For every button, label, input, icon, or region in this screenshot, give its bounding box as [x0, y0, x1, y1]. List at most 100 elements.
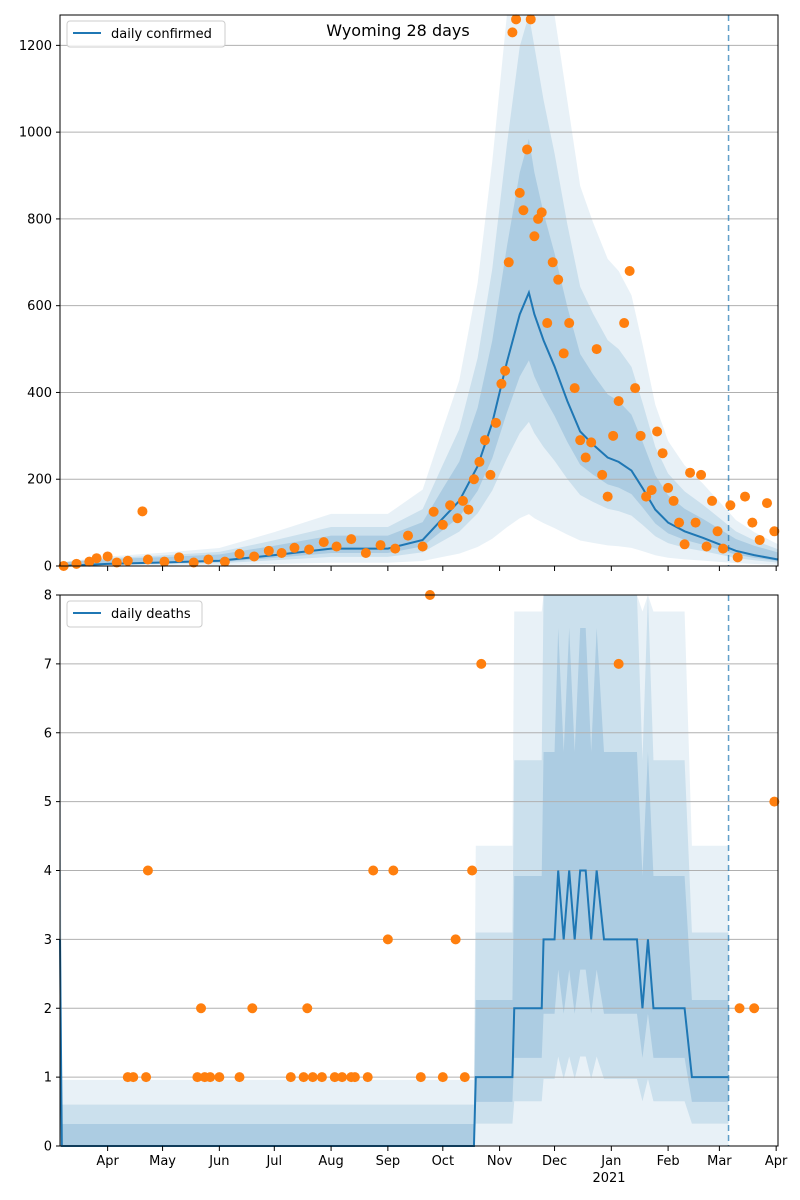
data-point	[137, 506, 148, 517]
data-point	[302, 1003, 313, 1014]
data-point	[624, 265, 635, 276]
y-tick-label: 1200	[19, 39, 52, 54]
data-point	[547, 257, 558, 268]
data-point	[349, 1072, 360, 1083]
data-point	[128, 1072, 139, 1083]
y-tick-label: 0	[44, 560, 52, 575]
x-tick-label: Aug	[318, 1154, 343, 1169]
data-point	[529, 231, 540, 242]
uncertainty-band	[60, 15, 778, 566]
uncertainty-band	[60, 628, 729, 1146]
data-point	[602, 491, 613, 502]
data-point	[558, 348, 569, 359]
data-point	[289, 542, 300, 553]
confirmed-legend: daily confirmed	[66, 20, 226, 48]
data-point	[608, 430, 619, 441]
data-point	[712, 526, 723, 537]
data-point	[652, 426, 663, 437]
y-tick-label: 3	[44, 933, 52, 948]
x-tick-label: Jun	[208, 1154, 229, 1169]
data-point	[613, 396, 624, 407]
data-point	[122, 555, 133, 566]
data-point	[247, 1003, 258, 1014]
data-point	[485, 469, 496, 480]
data-point	[285, 1072, 296, 1083]
data-point	[468, 474, 479, 485]
y-tick-label: 600	[27, 299, 52, 314]
uncertainty-band	[60, 138, 778, 567]
y-tick-label: 7	[44, 657, 52, 672]
data-point	[641, 491, 652, 502]
data-point	[388, 865, 399, 876]
y-tick-label: 2	[44, 1002, 52, 1017]
data-point	[663, 482, 674, 493]
data-point	[196, 1003, 207, 1014]
data-point	[463, 504, 474, 515]
deaths-legend-box	[66, 600, 203, 628]
x-tick-label: Oct	[432, 1154, 454, 1169]
data-point	[390, 543, 401, 554]
data-point	[542, 318, 553, 329]
y-tick-label: 400	[27, 386, 52, 401]
deaths-legend-label: daily deaths	[111, 607, 191, 622]
data-point	[428, 506, 439, 517]
data-point	[707, 495, 718, 506]
data-point	[754, 534, 765, 545]
data-point	[382, 934, 393, 945]
data-point	[690, 517, 701, 528]
data-point	[518, 205, 529, 216]
data-point	[192, 1072, 203, 1083]
x-tick-label: Feb	[657, 1154, 680, 1169]
data-point	[769, 526, 780, 537]
data-point	[403, 530, 414, 541]
data-point	[141, 1072, 152, 1083]
deaths-panel: 0 1 2 3 4 5 6 7 8 Apr May Jun Jul Aug Sep Oct Nov Dec Jan…	[44, 589, 788, 1170]
data-point	[613, 658, 624, 669]
data-point	[476, 658, 487, 669]
data-point	[685, 467, 696, 478]
data-point	[234, 548, 245, 559]
data-point	[331, 541, 342, 552]
data-point	[740, 491, 751, 502]
data-point	[674, 517, 685, 528]
data-point	[500, 365, 511, 376]
deaths-x-ticks: Apr May Jun Jul Aug Sep Oct Nov Dec Jan Feb Mar Apr	[96, 1146, 788, 1169]
chart-title: Wyoming 28 days	[326, 21, 469, 40]
data-point	[668, 495, 679, 506]
data-point	[203, 554, 214, 565]
data-point	[657, 448, 668, 459]
y-tick-label: 0	[44, 1140, 52, 1155]
data-point	[457, 495, 468, 506]
data-point	[318, 537, 329, 548]
data-point	[630, 383, 641, 394]
confirmed-uncertainty-bands	[60, 15, 778, 567]
data-point	[234, 1072, 245, 1083]
data-point	[452, 513, 463, 524]
data-point	[553, 274, 564, 285]
data-point	[159, 556, 170, 567]
y-tick-label: 4	[44, 864, 52, 879]
data-point	[479, 435, 490, 446]
data-point	[142, 865, 153, 876]
data-point	[525, 14, 536, 25]
deaths-y-ticks: 0 1 2 3 4 5 6 7 8	[44, 589, 60, 1155]
x-tick-label: Apr	[765, 1154, 788, 1169]
data-point	[701, 541, 712, 552]
y-tick-label: 200	[27, 473, 52, 488]
deaths-legend: daily deaths	[66, 600, 203, 628]
data-point	[417, 541, 428, 552]
data-point	[142, 554, 153, 565]
x-tick-label: Jan	[600, 1154, 621, 1169]
data-point	[276, 547, 287, 558]
data-point	[514, 187, 525, 198]
x-tick-label: Mar	[707, 1154, 732, 1169]
data-point	[304, 544, 315, 555]
x-tick-label: May	[149, 1154, 176, 1169]
data-point	[747, 517, 758, 528]
data-point	[536, 207, 547, 218]
data-point	[437, 519, 448, 530]
y-tick-label: 6	[44, 726, 52, 741]
data-point	[507, 27, 518, 38]
data-point	[564, 318, 575, 329]
data-point	[762, 498, 773, 509]
